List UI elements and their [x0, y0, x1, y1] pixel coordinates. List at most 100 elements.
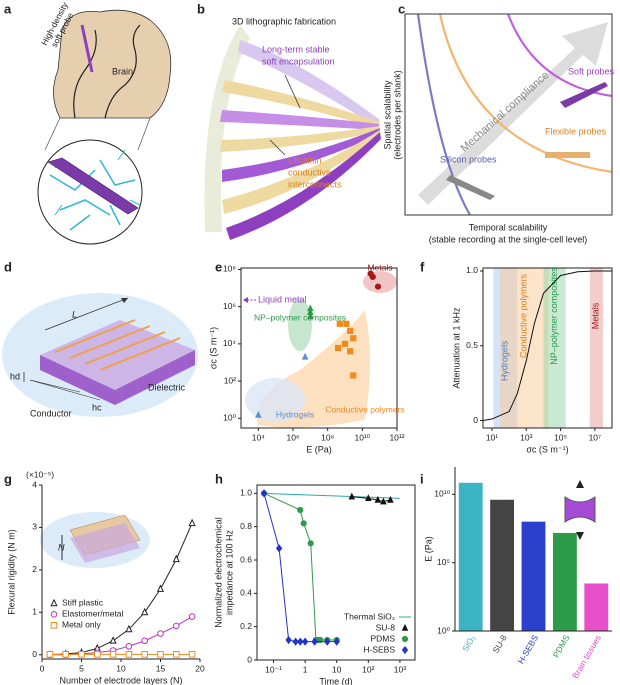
x-tick-label: 5 [79, 663, 84, 673]
series-line [263, 492, 337, 641]
data-point [260, 489, 268, 498]
legend-label: Elastomer/metal [62, 609, 124, 619]
series-line [263, 493, 337, 643]
panel-b: b 3D lithographic fabrication Long-term … [197, 1, 381, 240]
axis-multiplier: (×10⁻⁵) [26, 469, 54, 479]
y-tick-label: 0.5 [466, 340, 478, 350]
series-line [482, 270, 612, 422]
panel-label: i [420, 471, 424, 486]
x-axis-label: σc (S m⁻¹) [526, 444, 568, 454]
y-tick-label: 0.2 [240, 621, 252, 631]
data-point [292, 637, 299, 646]
label: L [72, 309, 77, 319]
y-tick-label: 0 [247, 654, 252, 664]
label: 3D lithographic fabrication [232, 16, 336, 26]
x-tick-label: 10³ [520, 432, 532, 442]
bar [490, 499, 515, 631]
series-label: Hydrogels [276, 409, 314, 419]
label: conductive [288, 167, 331, 177]
axis-label: Temporal scalability [469, 222, 548, 232]
label: hc [92, 402, 102, 412]
annotation: Liquid metal [258, 294, 307, 304]
bar [552, 532, 577, 631]
y-axis-label: Attenuation at 1 kHz [451, 307, 461, 389]
panel-label: d [4, 259, 12, 274]
band-label: Conductive polymers [519, 273, 529, 358]
x-tick-label: 20 [195, 663, 205, 673]
data-point [141, 651, 148, 658]
data-point [62, 651, 70, 658]
data-point [307, 540, 314, 547]
x-tick-label: 1 [303, 664, 308, 674]
annotation: N [58, 542, 65, 552]
x-tick-label: 0 [40, 663, 45, 673]
panel-label: g [4, 471, 12, 486]
y-tick-label: 0 [32, 649, 37, 659]
data-point [324, 637, 331, 646]
band-label: Hydrogels [500, 340, 510, 381]
y-tick-label: 10⁶ [223, 301, 236, 311]
y-tick-label: 10⁴ [223, 338, 236, 348]
y-tick-label: 1.0 [240, 488, 252, 498]
legend-label: Thermal SiO₂ [344, 611, 395, 621]
data-point [157, 651, 164, 658]
panel-label: b [197, 1, 205, 16]
y-tick-label: 0.6 [240, 554, 252, 564]
data-point [188, 518, 196, 527]
label: Brain [112, 66, 133, 76]
data-point [387, 495, 394, 503]
label: soft encapsulation [262, 56, 335, 66]
data-point [335, 344, 342, 352]
data-point [125, 651, 133, 658]
plot-frame [256, 484, 416, 661]
x-tick-label: SiO₂ [460, 633, 477, 653]
axis-label: (stable recording at the single-cell lev… [429, 234, 588, 244]
legend-marker [50, 622, 58, 629]
y-tick-label: 2 [32, 564, 37, 574]
y-tick-label: 10⁰ [437, 625, 450, 635]
data-point [336, 320, 343, 327]
axis-label: (electrodes per shank) [392, 70, 402, 160]
data-point [188, 613, 196, 620]
band [543, 268, 566, 428]
data-point [333, 637, 340, 646]
y-axis-label: impedance at 100 Hz [224, 529, 234, 615]
data-point [301, 352, 309, 360]
data-point [350, 335, 357, 342]
chart-decor [40, 271, 596, 568]
x-tick-label: 10⁻¹ [265, 664, 282, 674]
axis-label: Spatial scalability [382, 80, 392, 150]
data-point [307, 312, 314, 320]
x-tick-label: 10¹⁰ [354, 432, 370, 442]
x-tick-label: 15 [156, 663, 166, 673]
x-tick-label: 10² [362, 664, 374, 674]
legend-marker [401, 635, 409, 643]
data-point [301, 637, 309, 646]
legend-marker [50, 611, 58, 618]
x-tick-label: 10 [332, 664, 342, 674]
bar [584, 583, 609, 631]
x-tick-label: SU-8 [490, 633, 508, 655]
data-point [343, 320, 350, 327]
series-label: Conductive polymers [325, 404, 404, 414]
x-axis-label: Number of electrode layers (N) [59, 675, 182, 685]
y-axis-label: Flexural rigidity (N m) [6, 529, 16, 615]
x-tick-label: 10 [116, 663, 126, 673]
band [500, 268, 549, 428]
legend-label: PDMS [370, 633, 395, 643]
panel-d: d L Dielectric Conductor hd hc [2, 259, 198, 418]
series-line [49, 522, 193, 656]
y-tick-label: 4 [32, 479, 37, 489]
data-point [173, 622, 180, 630]
legend-label: SU-8 [376, 622, 396, 632]
legend-label: Stiff plastic [62, 598, 104, 608]
x-tick-label: H-SEBS [516, 633, 541, 666]
data-point [348, 492, 356, 500]
x-axis-label: E (Pa) [306, 444, 332, 454]
label: Long-term stable [262, 44, 330, 54]
band [589, 268, 604, 428]
y-tick-label: 0 [473, 415, 478, 425]
data-point [275, 544, 283, 553]
x-axis-label: Time (d) [319, 676, 352, 685]
